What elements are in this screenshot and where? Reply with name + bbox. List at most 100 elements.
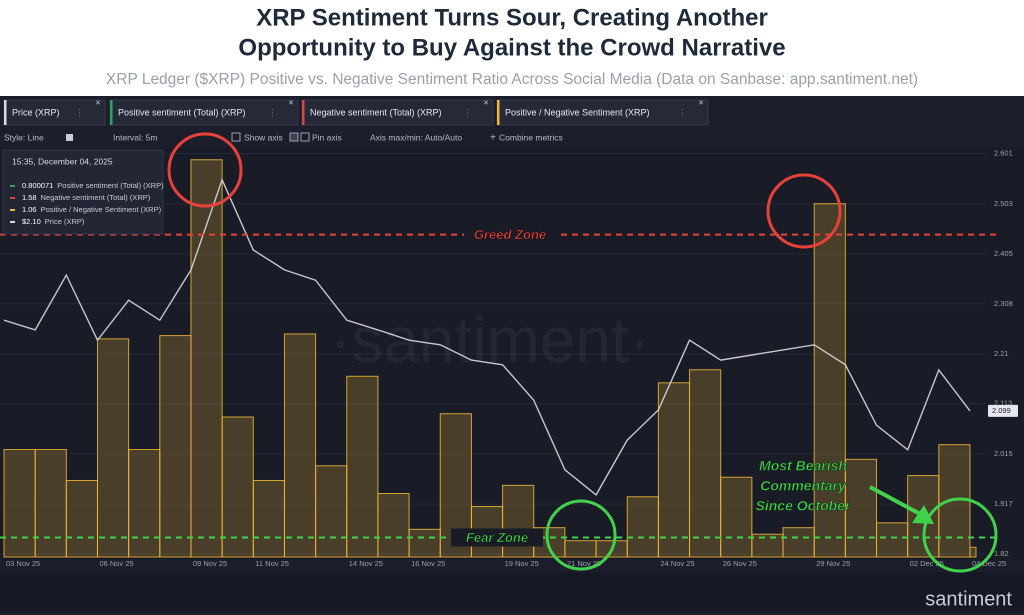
ratio-bar bbox=[159, 335, 192, 558]
tooltip-row: 1.58 Negative sentiment (Total) (XRP) bbox=[22, 193, 151, 202]
ratio-bar bbox=[657, 382, 691, 558]
ratio-bar bbox=[564, 540, 597, 558]
zone-label: Fear Zone bbox=[466, 530, 528, 545]
zone-label-bg bbox=[451, 528, 543, 547]
annotation: Most Bearish bbox=[759, 458, 847, 474]
y-tick-label: 1.917 bbox=[994, 499, 1013, 508]
ratio-bar bbox=[65, 479, 98, 558]
arrow-head bbox=[912, 505, 934, 524]
ratio-bar bbox=[252, 479, 285, 558]
price-tag bbox=[988, 404, 1018, 417]
x-tick-label: 24 Nov 25 bbox=[660, 559, 694, 568]
tooltip-row: 0.800071 Positive sentiment (Total) (XRP) bbox=[22, 181, 164, 190]
checkbox bbox=[300, 132, 310, 142]
ratio-bar bbox=[283, 333, 317, 558]
tab-menu: ⋮ bbox=[463, 107, 472, 117]
color-swatch bbox=[66, 134, 73, 141]
tooltip-label: Positive sentiment (Total) (XRP) bbox=[57, 181, 164, 190]
ratio-bar bbox=[408, 528, 441, 558]
title-line: XRP Sentiment Turns Sour, Creating Anoth… bbox=[256, 4, 768, 31]
price-tag-label: 2.099 bbox=[992, 406, 1011, 415]
x-tick-label: 26 Nov 25 bbox=[723, 559, 757, 568]
arrow-shaft bbox=[869, 485, 923, 517]
ratio-bar bbox=[720, 476, 753, 558]
annotation: Since October bbox=[756, 498, 852, 514]
y-tick-label: 2.601 bbox=[994, 149, 1013, 158]
tooltip-value: $2.10 bbox=[22, 217, 41, 226]
metric-tab[interactable] bbox=[496, 99, 709, 126]
x-tick-label: 03 Nov 25 bbox=[6, 559, 40, 568]
tab-close[interactable]: × bbox=[95, 97, 100, 107]
ratio-bar bbox=[876, 522, 909, 558]
tooltip-value: 1.06 bbox=[22, 205, 37, 214]
toolbar-item[interactable]: Style: Line bbox=[4, 132, 44, 142]
x-tick-label: 21 Nov 25 bbox=[567, 559, 601, 568]
ratio-bar bbox=[3, 449, 36, 558]
watermark: ·santiment· bbox=[330, 304, 650, 376]
checkbox bbox=[231, 132, 241, 142]
y-tick-label: 2.308 bbox=[994, 299, 1013, 308]
x-tick-label: 14 Nov 25 bbox=[349, 559, 383, 568]
tooltip-row: 1.06 Positive / Negative Sentiment (XRP) bbox=[22, 205, 162, 214]
ratio-bar bbox=[128, 449, 161, 558]
tab-label: Price (XRP) bbox=[12, 107, 60, 117]
highlight-circle bbox=[545, 499, 617, 571]
ratio-bar bbox=[751, 533, 784, 558]
ratio-bar bbox=[626, 496, 659, 558]
ratio-bar bbox=[938, 444, 971, 558]
toolbar-item[interactable]: Pin axis bbox=[312, 132, 342, 142]
tab-menu: ⋮ bbox=[268, 107, 277, 117]
tab-color bbox=[110, 100, 113, 125]
ratio-bar bbox=[96, 338, 130, 558]
y-tick-label: 1.82 bbox=[994, 549, 1009, 558]
tab-close[interactable]: × bbox=[698, 97, 703, 107]
y-tick-label: 2.503 bbox=[994, 199, 1013, 208]
tooltip-row: $2.10 Price (XRP) bbox=[22, 217, 85, 226]
ratio-bar bbox=[782, 527, 815, 558]
y-tick-label: 2.21 bbox=[994, 349, 1009, 358]
ratio-bar bbox=[221, 416, 254, 558]
tab-label: Positive / Negative Sentiment (XRP) bbox=[505, 107, 650, 117]
ratio-bar bbox=[689, 369, 722, 558]
footer-logo: santiment bbox=[925, 588, 1012, 610]
x-tick-label: 16 Nov 25 bbox=[411, 559, 445, 568]
toolbar-item[interactable]: Axis max/min: Auto/Auto bbox=[370, 132, 462, 142]
zone-label-bg bbox=[464, 225, 556, 244]
price-line bbox=[3, 177, 971, 496]
tab-label: Positive sentiment (Total) (XRP) bbox=[118, 107, 246, 117]
toolbar-item[interactable]: Combine metrics bbox=[499, 132, 563, 142]
tooltip-date: 15:35, December 04, 2025 bbox=[12, 156, 113, 166]
highlight-circle bbox=[167, 132, 243, 208]
annotation: Commentary bbox=[760, 478, 847, 494]
ratio-bar bbox=[969, 546, 977, 558]
tooltip bbox=[2, 149, 164, 235]
metric-tab[interactable] bbox=[3, 99, 106, 126]
tab-menu: ⋮ bbox=[678, 107, 687, 117]
tab-color bbox=[4, 100, 7, 125]
x-tick-label: 29 Nov 25 bbox=[816, 559, 850, 568]
ratio-bar bbox=[346, 375, 379, 558]
ratio-bar bbox=[34, 449, 67, 558]
y-tick-label: 2.015 bbox=[994, 449, 1013, 458]
tooltip-label: Positive / Negative Sentiment (XRP) bbox=[41, 205, 162, 214]
tab-close[interactable]: × bbox=[288, 97, 293, 107]
tooltip-value: 1.58 bbox=[22, 193, 37, 202]
subtitle: XRP Ledger ($XRP) Positive vs. Negative … bbox=[106, 71, 918, 88]
navigator bbox=[0, 572, 1024, 612]
zone-label: Greed Zone bbox=[474, 227, 546, 242]
ratio-bar bbox=[844, 458, 878, 558]
x-tick-label: 04 Dec 25 bbox=[972, 559, 1006, 568]
tab-menu: ⋮ bbox=[75, 107, 84, 117]
tooltip-value: 0.800071 bbox=[22, 181, 53, 190]
ratio-bar bbox=[377, 493, 410, 558]
tooltip-label: Price (XRP) bbox=[45, 217, 85, 226]
highlight-circle bbox=[766, 173, 842, 249]
title-line: Opportunity to Buy Against the Crowd Nar… bbox=[238, 34, 785, 61]
tab-close[interactable]: × bbox=[483, 97, 488, 107]
metric-tab[interactable] bbox=[301, 99, 494, 126]
toolbar-item[interactable]: Interval: 5m bbox=[113, 132, 157, 142]
toolbar-item[interactable]: Show axis bbox=[244, 132, 283, 142]
x-tick-label: 09 Nov 25 bbox=[193, 559, 227, 568]
tab-label: Negative sentiment (Total) (XRP) bbox=[310, 107, 442, 117]
